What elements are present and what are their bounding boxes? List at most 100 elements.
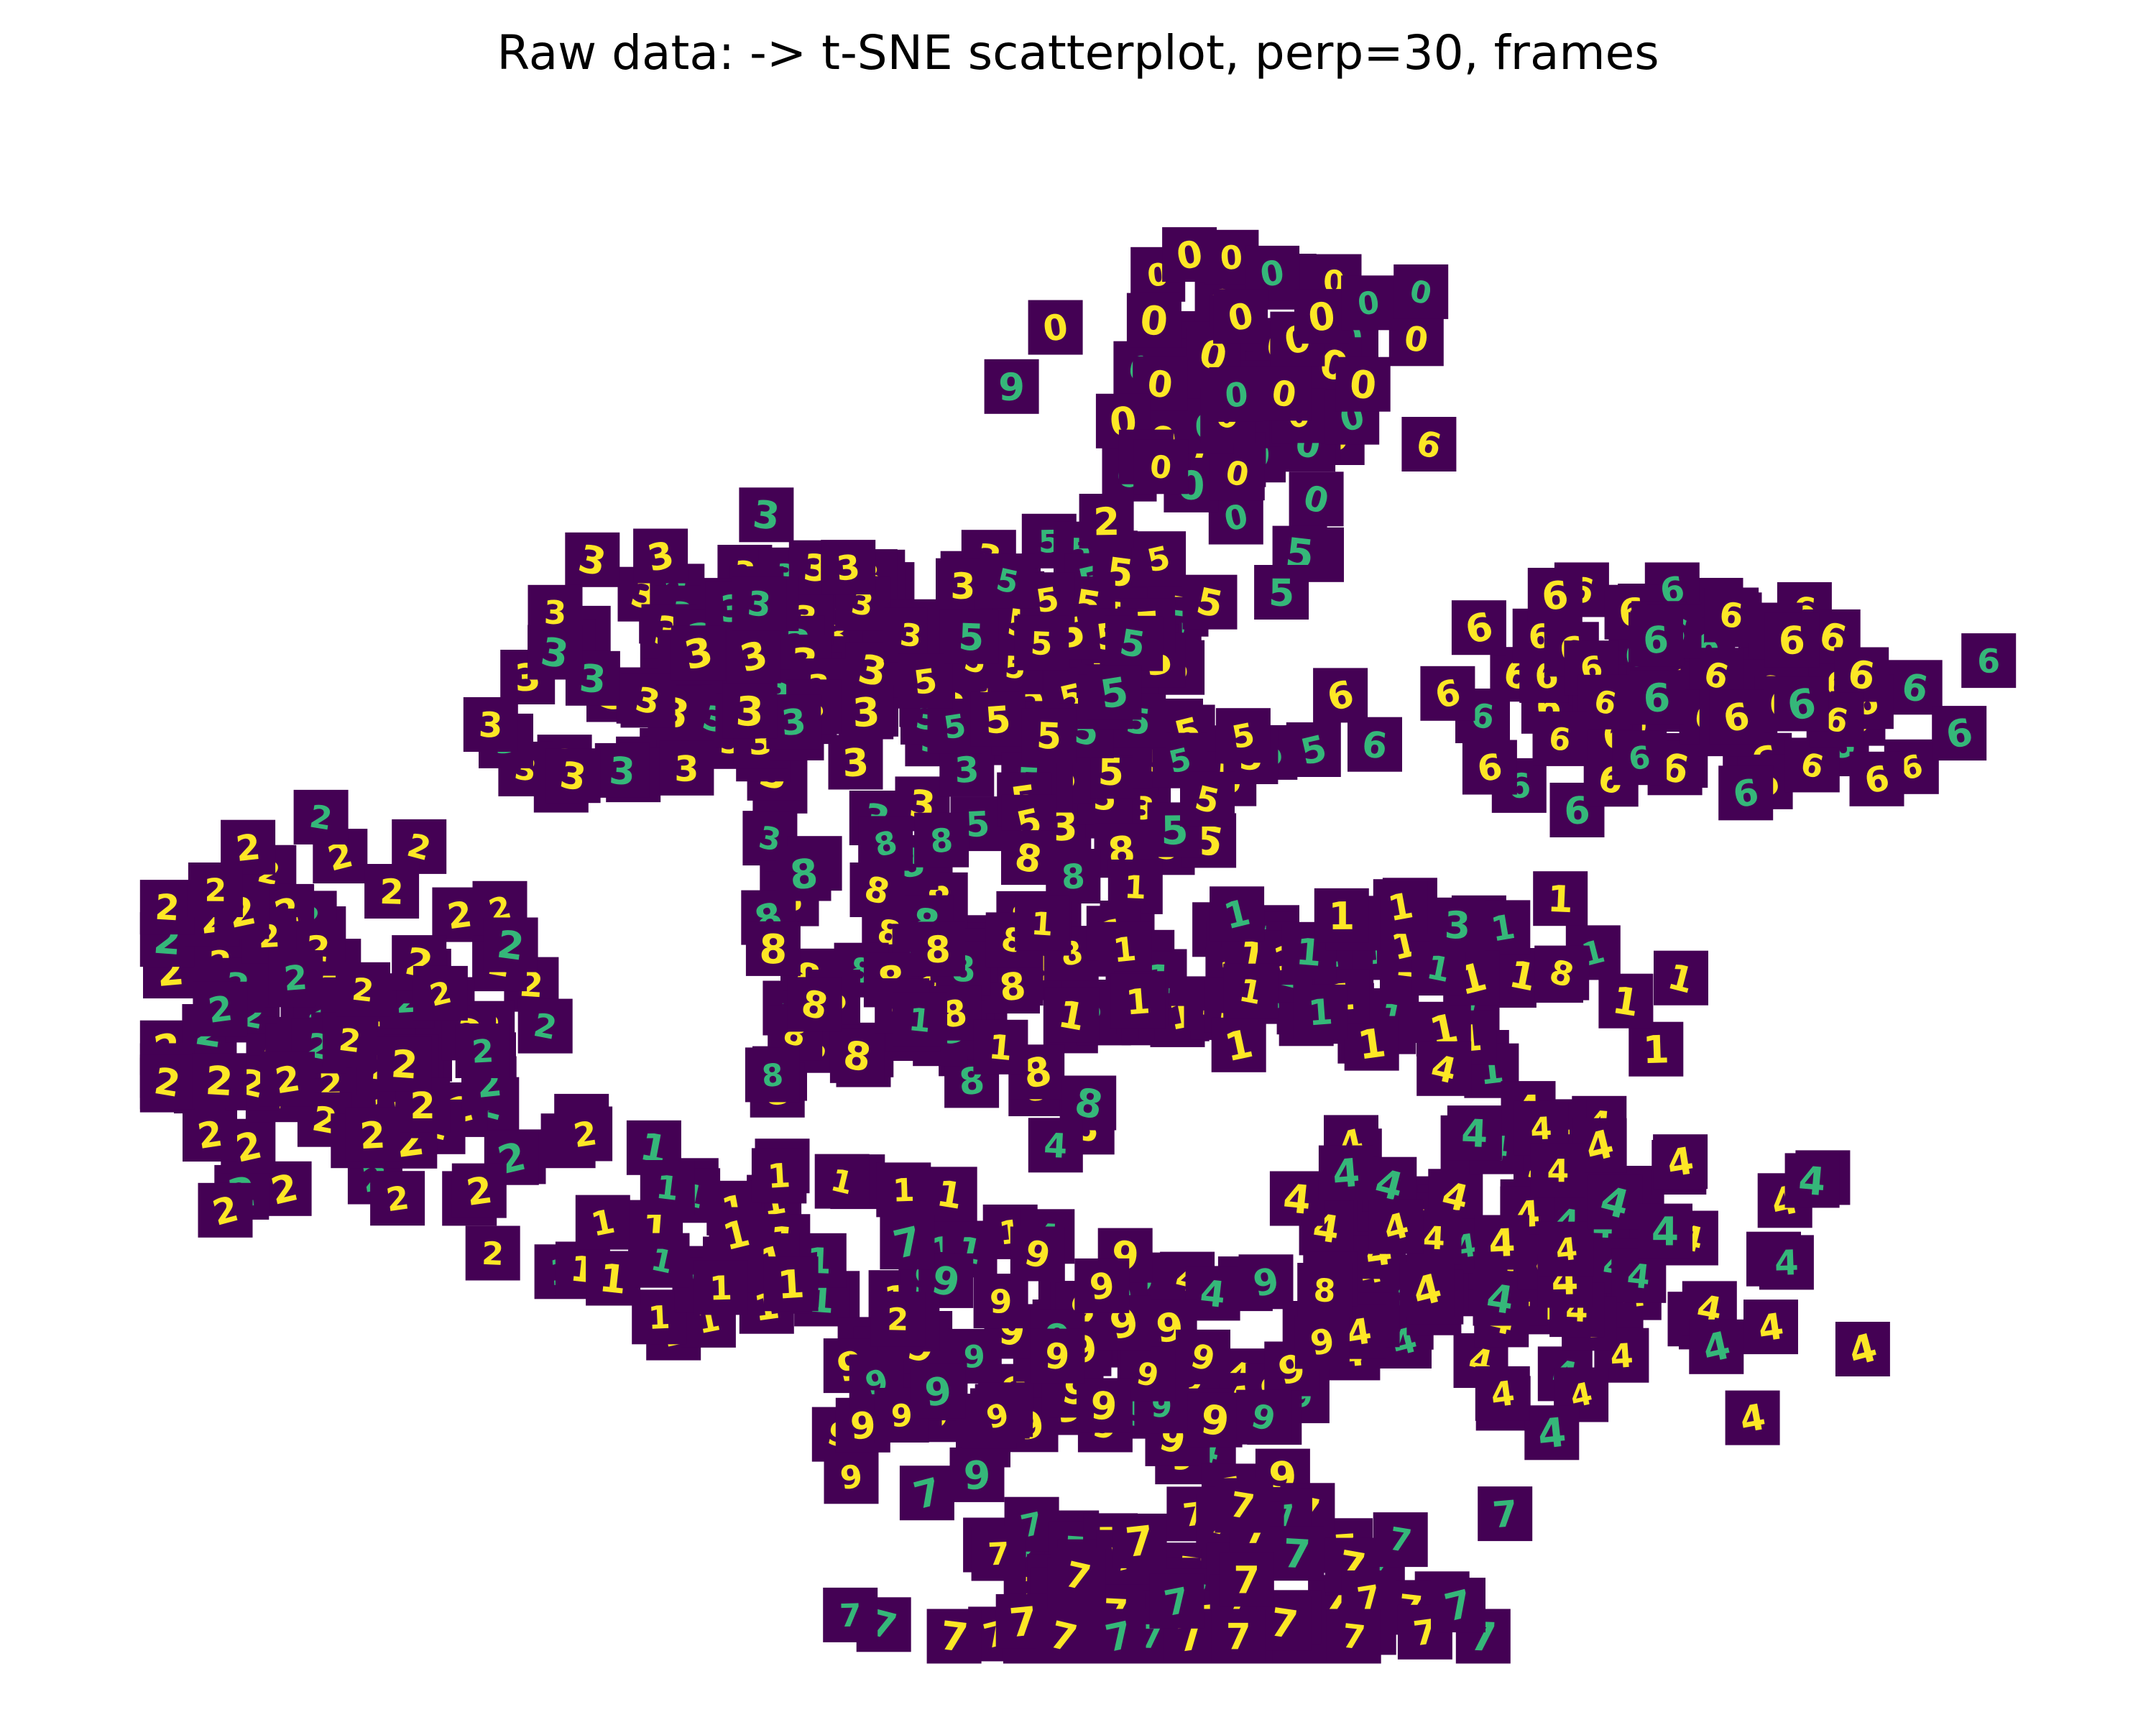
digit-thumbnail: 9 bbox=[1010, 1226, 1065, 1282]
digit-thumbnail: 3 bbox=[594, 742, 650, 798]
digit-thumbnail: 2 bbox=[322, 1012, 377, 1067]
thumbnail-frame bbox=[1210, 446, 1265, 501]
digit-label: 1 bbox=[1642, 1028, 1670, 1072]
digit-label: 2 bbox=[471, 1033, 494, 1071]
digit-label: 2 bbox=[379, 872, 405, 913]
digit-thumbnail: 2 bbox=[198, 1182, 253, 1238]
digit-label: 3 bbox=[898, 617, 923, 655]
digit-label: 8 bbox=[929, 821, 954, 861]
digit-thumbnail: 7 bbox=[1215, 1478, 1270, 1533]
digit-label: 3 bbox=[578, 656, 608, 702]
digit-thumbnail: 1 bbox=[1110, 973, 1166, 1029]
digit-label: 1 bbox=[1125, 981, 1152, 1023]
thumbnail-frame bbox=[1704, 587, 1759, 643]
digit-thumbnail: 4 bbox=[1539, 1221, 1594, 1276]
digit-thumbnail: 6 bbox=[1709, 689, 1764, 745]
digit-thumbnail: 0 bbox=[1209, 367, 1264, 422]
digit-label: 1 bbox=[766, 1156, 791, 1196]
digit-thumbnail: 4 bbox=[1638, 1203, 1692, 1259]
digit-thumbnail: 1 bbox=[893, 992, 947, 1047]
digit-label: 1 bbox=[907, 1001, 933, 1040]
digit-label: 4 bbox=[1797, 1157, 1828, 1205]
digit-label: 7 bbox=[987, 1536, 1010, 1573]
digit-label: 8 bbox=[1312, 1272, 1336, 1310]
digit-thumbnail: 0 bbox=[1028, 300, 1083, 355]
digit-thumbnail: 0 bbox=[1133, 439, 1189, 494]
digit-thumbnail: 3 bbox=[742, 811, 798, 866]
digit-label: 3 bbox=[954, 749, 980, 791]
digit-thumbnail: 3 bbox=[633, 528, 688, 584]
digit-thumbnail: 1 bbox=[1210, 886, 1265, 942]
digit-label: 4 bbox=[1625, 1256, 1652, 1297]
digit-thumbnail: 8 bbox=[745, 921, 801, 976]
thumbnail-frame bbox=[659, 740, 714, 796]
digit-label: 7 bbox=[938, 1612, 971, 1661]
digit-thumbnail: 2 bbox=[193, 981, 248, 1036]
digit-thumbnail: 7 bbox=[899, 1466, 954, 1521]
digit-label: 4 bbox=[1536, 1409, 1569, 1459]
digit-label: 3 bbox=[950, 565, 976, 607]
digit-thumbnail: 0 bbox=[1213, 289, 1268, 344]
digit-label: 3 bbox=[851, 689, 881, 736]
digit-thumbnail: 6 bbox=[1629, 670, 1685, 725]
thumbnail-frame bbox=[620, 673, 676, 728]
digit-label: 1 bbox=[1328, 895, 1355, 939]
digit-thumbnail: 7 bbox=[1326, 1609, 1381, 1664]
thumbnail-frame bbox=[671, 625, 726, 681]
digit-thumbnail: 6 bbox=[1644, 562, 1700, 617]
digit-label: 8 bbox=[759, 926, 788, 974]
digit-thumbnail: 3 bbox=[726, 628, 781, 684]
digit-label: 9 bbox=[1089, 1384, 1118, 1430]
thumbnail-frame bbox=[839, 684, 894, 740]
digit-thumbnail: 3 bbox=[839, 684, 894, 740]
digit-thumbnail: 1 bbox=[1628, 1021, 1684, 1077]
thumbnail-frame bbox=[1887, 660, 1943, 715]
digit-label: 9 bbox=[1198, 1396, 1232, 1445]
digit-label: 7 bbox=[1491, 1493, 1519, 1537]
digit-thumbnail: 8 bbox=[1534, 945, 1590, 1000]
digit-thumbnail: 1 bbox=[1373, 879, 1428, 934]
thumbnail-frame bbox=[633, 528, 688, 584]
thumbnail-frame bbox=[528, 625, 583, 680]
digit-thumbnail: 6 bbox=[1527, 568, 1583, 622]
digit-label: 2 bbox=[359, 1114, 387, 1158]
digit-thumbnail: 1 bbox=[1314, 888, 1369, 943]
digit-thumbnail: 1 bbox=[575, 1195, 630, 1250]
digit-label: 5 bbox=[1268, 572, 1295, 615]
digit-thumbnail: 6 bbox=[1313, 668, 1368, 723]
digit-thumbnail: 7 bbox=[1373, 1512, 1428, 1568]
digit-thumbnail: 9 bbox=[1076, 1378, 1131, 1433]
digit-label: 1 bbox=[709, 1269, 732, 1308]
digit-label: 4 bbox=[1281, 1175, 1314, 1224]
digit-label: 3 bbox=[608, 750, 637, 794]
digit-thumbnail: 4 bbox=[1725, 1390, 1780, 1445]
digit-thumbnail: 4 bbox=[1318, 1145, 1373, 1200]
digit-label: 1 bbox=[892, 1172, 915, 1210]
thumbnail-frame bbox=[1774, 676, 1829, 732]
digit-label: 9 bbox=[849, 1404, 877, 1448]
digit-thumbnail: 2 bbox=[451, 1163, 507, 1218]
thumbnail-frame bbox=[1393, 264, 1449, 319]
digit-thumbnail: 1 bbox=[1344, 1016, 1399, 1071]
digit-label: 0 bbox=[1219, 238, 1244, 277]
digit-thumbnail: 6 bbox=[1348, 717, 1402, 772]
digit-label: 7 bbox=[839, 1597, 862, 1634]
digit-thumbnail: 5 bbox=[1286, 722, 1341, 777]
digit-thumbnail: 4 bbox=[1399, 1262, 1455, 1317]
digit-thumbnail: 3 bbox=[620, 673, 676, 728]
digit-label: 6 bbox=[1845, 652, 1877, 699]
digit-thumbnail: 4 bbox=[1743, 1300, 1798, 1355]
digit-label: 3 bbox=[750, 492, 782, 539]
thumbnail-frame bbox=[722, 684, 778, 739]
thumbnail-frame bbox=[1420, 666, 1475, 721]
digit-thumbnail: 7 bbox=[1149, 1573, 1204, 1629]
digit-thumbnail: 1 bbox=[1598, 973, 1654, 1029]
digit-thumbnail: 2 bbox=[870, 1292, 926, 1347]
digit-thumbnail: 0 bbox=[1335, 356, 1391, 412]
digit-thumbnail: 1 bbox=[693, 1260, 748, 1315]
digit-label: 2 bbox=[887, 1302, 909, 1338]
digit-label: 2 bbox=[410, 1085, 436, 1128]
digit-label: 3 bbox=[1444, 904, 1471, 948]
digit-thumbnail: 7 bbox=[1431, 1578, 1485, 1633]
digit-label: 4 bbox=[1043, 1126, 1068, 1167]
